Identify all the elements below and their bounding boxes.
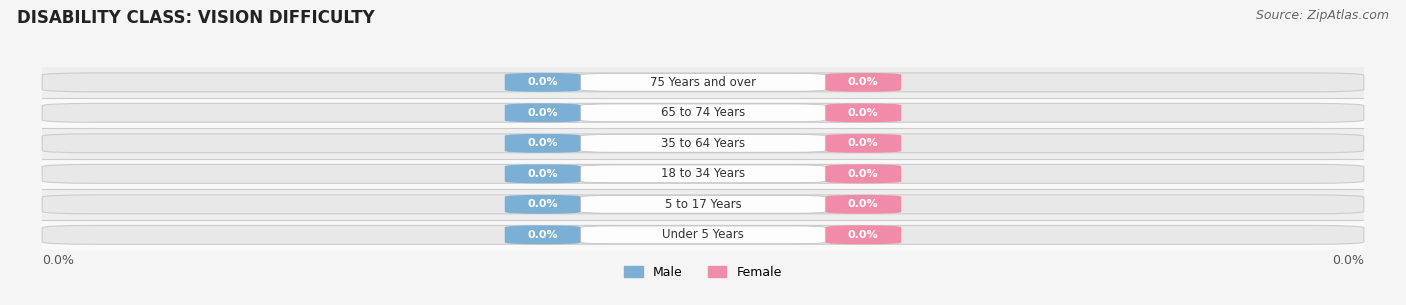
FancyBboxPatch shape — [505, 134, 581, 153]
FancyBboxPatch shape — [825, 73, 901, 92]
Text: 0.0%: 0.0% — [527, 230, 558, 240]
FancyBboxPatch shape — [505, 164, 581, 183]
Text: 75 Years and over: 75 Years and over — [650, 76, 756, 89]
FancyBboxPatch shape — [581, 226, 825, 244]
Text: 0.0%: 0.0% — [848, 230, 879, 240]
FancyBboxPatch shape — [42, 73, 1364, 92]
Text: 0.0%: 0.0% — [848, 138, 879, 148]
Legend: Male, Female: Male, Female — [619, 261, 787, 284]
Text: 0.0%: 0.0% — [527, 169, 558, 179]
FancyBboxPatch shape — [825, 225, 901, 244]
FancyBboxPatch shape — [505, 73, 581, 92]
FancyBboxPatch shape — [42, 195, 1364, 214]
FancyBboxPatch shape — [825, 103, 901, 122]
Text: Source: ZipAtlas.com: Source: ZipAtlas.com — [1256, 9, 1389, 22]
FancyBboxPatch shape — [505, 103, 581, 122]
FancyBboxPatch shape — [581, 196, 825, 213]
FancyBboxPatch shape — [825, 164, 901, 183]
Text: 35 to 64 Years: 35 to 64 Years — [661, 137, 745, 150]
Bar — [42, 189, 1364, 220]
Text: 0.0%: 0.0% — [42, 254, 75, 267]
Bar — [42, 128, 1364, 159]
Text: 0.0%: 0.0% — [1331, 254, 1364, 267]
Bar — [42, 98, 1364, 128]
FancyBboxPatch shape — [581, 74, 825, 91]
Text: 0.0%: 0.0% — [848, 108, 879, 118]
Text: 0.0%: 0.0% — [848, 77, 879, 87]
FancyBboxPatch shape — [42, 134, 1364, 153]
FancyBboxPatch shape — [42, 103, 1364, 122]
Text: 0.0%: 0.0% — [527, 138, 558, 148]
FancyBboxPatch shape — [42, 164, 1364, 183]
FancyBboxPatch shape — [581, 165, 825, 183]
Bar — [42, 159, 1364, 189]
FancyBboxPatch shape — [581, 135, 825, 152]
Bar — [42, 220, 1364, 250]
Bar — [42, 67, 1364, 98]
Text: Under 5 Years: Under 5 Years — [662, 228, 744, 241]
FancyBboxPatch shape — [505, 225, 581, 244]
Text: 0.0%: 0.0% — [848, 169, 879, 179]
Text: 18 to 34 Years: 18 to 34 Years — [661, 167, 745, 180]
FancyBboxPatch shape — [42, 225, 1364, 244]
Text: 0.0%: 0.0% — [527, 77, 558, 87]
FancyBboxPatch shape — [825, 134, 901, 153]
Text: DISABILITY CLASS: VISION DIFFICULTY: DISABILITY CLASS: VISION DIFFICULTY — [17, 9, 374, 27]
FancyBboxPatch shape — [505, 195, 581, 214]
Text: 5 to 17 Years: 5 to 17 Years — [665, 198, 741, 211]
Text: 0.0%: 0.0% — [527, 199, 558, 209]
FancyBboxPatch shape — [825, 195, 901, 214]
Text: 0.0%: 0.0% — [527, 108, 558, 118]
FancyBboxPatch shape — [581, 104, 825, 122]
Text: 65 to 74 Years: 65 to 74 Years — [661, 106, 745, 119]
Text: 0.0%: 0.0% — [848, 199, 879, 209]
